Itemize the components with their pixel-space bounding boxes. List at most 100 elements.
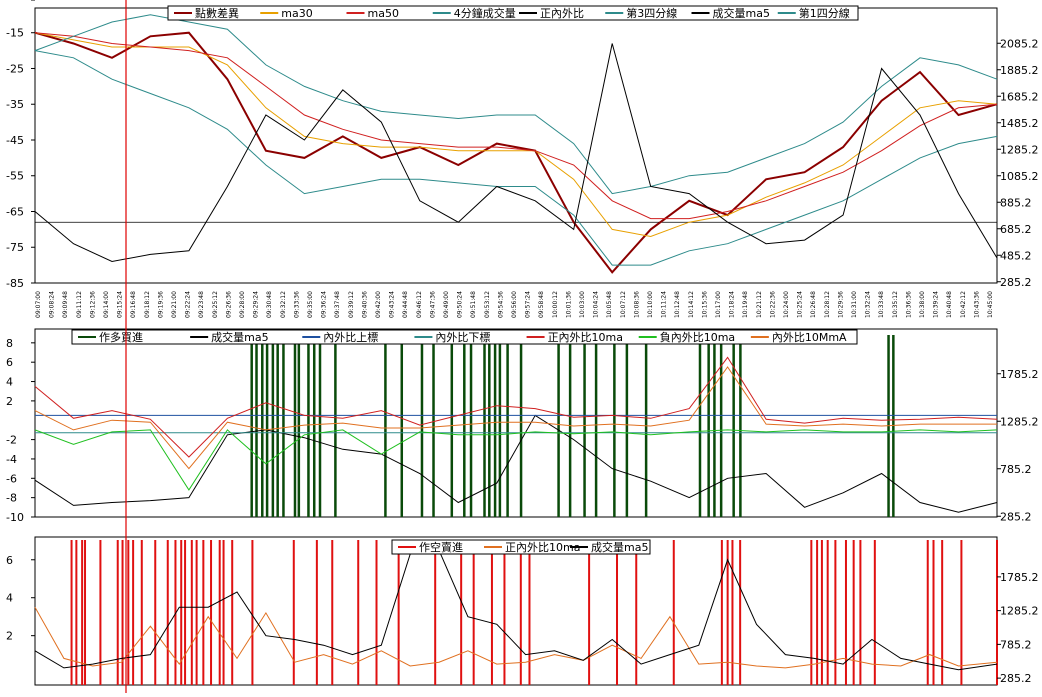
left-tick-label: -: [6, 0, 10, 3]
date-tick-label: 09:54:36: [497, 291, 504, 318]
sell-signal-bar: [960, 540, 963, 685]
date-tick-label: 09:08:24: [49, 291, 56, 318]
date-tick-label: 09:50:24: [457, 291, 464, 318]
date-tick-label: 09:57:24: [525, 291, 532, 318]
right-tick-label: 1685.2: [1000, 90, 1039, 103]
sell-signal-bar: [672, 540, 675, 685]
sell-signal-bar: [941, 540, 944, 685]
right-tick-label: 785.2: [1000, 638, 1032, 651]
date-tick-label: 10:01:36: [565, 291, 572, 318]
sell-signal-bar: [519, 540, 522, 685]
date-tick-label: 09:30:48: [266, 291, 273, 318]
plot-area-short: [34, 536, 998, 686]
buy-signal-bar: [420, 335, 424, 517]
date-tick-label: 09:36:24: [321, 291, 328, 318]
left-tick-label: 2: [6, 630, 13, 643]
date-tick-label: 10:32:24: [865, 291, 872, 318]
date-tick-label: 10:38:00: [919, 291, 926, 318]
buy-signal-bar: [719, 335, 723, 517]
date-tick-label: 10:03:00: [579, 291, 586, 318]
date-tick-label: 09:47:36: [429, 291, 436, 318]
buy-signal-bar: [469, 335, 473, 517]
buy-signal-bar: [400, 335, 404, 517]
date-tick-label: 10:00:12: [552, 291, 559, 318]
date-tick-label: 10:07:12: [620, 291, 627, 318]
buy-signal-bar: [498, 335, 502, 517]
date-tick-label: 09:25:12: [212, 291, 219, 318]
date-tick-label: 10:43:36: [973, 291, 980, 318]
series-line-成交量ma5: [34, 549, 998, 671]
buy-signal-bar: [583, 335, 586, 517]
buy-signal-bar: [625, 335, 629, 517]
date-tick-label: 09:23:48: [198, 291, 205, 318]
buy-signal-bar: [265, 335, 269, 517]
sell-signal-bar: [70, 540, 73, 685]
sell-signal-bar: [331, 540, 334, 685]
buy-signal-bar: [483, 335, 486, 517]
left-tick-label: -8: [6, 492, 17, 505]
date-tick-label: 09:49:00: [443, 291, 450, 318]
date-tick-label: 10:15:36: [701, 291, 708, 318]
left-tick-label: -25: [6, 62, 24, 75]
series-line-第1四分線: [34, 50, 998, 266]
date-tick-label: 09:21:00: [171, 291, 178, 318]
series-line-第3四分線: [34, 14, 998, 195]
buy-signal-bar: [739, 335, 742, 517]
sell-signal-bar: [739, 540, 742, 685]
right-tick-label: 485.2: [1000, 249, 1032, 262]
sell-signal-bar: [503, 540, 506, 685]
buy-signal-bar: [713, 335, 716, 517]
date-tick-label: 09:53:12: [484, 291, 491, 318]
sell-signal-bar: [357, 540, 360, 685]
left-tick-label: -75: [6, 241, 24, 254]
sell-signal-bar: [127, 540, 130, 685]
buy-signal-bar: [493, 335, 497, 517]
right-tick-label: 685.2: [1000, 223, 1032, 236]
left-tick-label: 4: [6, 592, 13, 605]
sell-signal-bar: [180, 540, 183, 685]
right-tick-label: 885.2: [1000, 196, 1032, 209]
date-tick-label: 10:31:00: [851, 291, 858, 318]
date-tick-label: 09:22:24: [185, 291, 192, 318]
legend-box: [71, 329, 858, 345]
series-line-內外比10MmA: [34, 366, 997, 470]
date-tick-label: 09:29:24: [253, 291, 260, 318]
sell-signal-bar: [834, 540, 837, 685]
date-tick-label: 09:19:36: [157, 291, 164, 318]
legend-label: 正內外比10ma: [505, 541, 580, 554]
date-tick-label: 09:39:12: [348, 291, 355, 318]
sell-signal-bar: [397, 540, 400, 685]
plot-area-ratio: [34, 328, 998, 518]
sell-signal-bar: [726, 540, 729, 685]
date-tick-label: 10:17:00: [715, 291, 722, 318]
series-line-負內外比10ma: [34, 429, 998, 491]
sell-signal-bar: [844, 540, 847, 685]
right-tick-label: 1485.2: [1000, 117, 1039, 130]
left-tick-label: -2: [6, 434, 17, 447]
legend-label: ma30: [281, 7, 312, 20]
sell-signal-bar: [816, 540, 819, 685]
date-tick-label: 09:12:36: [89, 291, 96, 318]
right-tick-label: 1785.2: [1000, 571, 1039, 584]
sell-signal-bar: [195, 540, 198, 685]
date-tick-label: 09:09:48: [62, 291, 69, 318]
date-tick-label: 10:35:12: [892, 291, 899, 318]
sell-signal-bar: [873, 540, 876, 685]
left-tick-label: -15: [6, 27, 24, 40]
left-tick-label: -6: [6, 472, 17, 485]
date-tick-label: 10:10:00: [647, 291, 654, 318]
sell-signal-bar: [434, 540, 437, 685]
date-tick-label: 09:51:48: [470, 291, 477, 318]
legend-label: 內外比10MmA: [772, 331, 847, 344]
buy-signal-bar: [519, 335, 523, 517]
buy-signal-bar: [732, 335, 735, 517]
panel-short: 6 4 2 - 1785.2 1285.2 785.2 285.2 作空賣進 正內外比10ma…: [6, 0, 1039, 686]
legend-label: 作多買進: [99, 330, 143, 344]
buy-signal-bar: [276, 335, 279, 517]
date-tick-label: 10:04:24: [593, 291, 600, 318]
date-tick-label: 09:46:12: [416, 291, 423, 318]
right-tick-label: 1885.2: [1000, 64, 1039, 77]
right-tick-label: 285.2: [1000, 276, 1032, 289]
left-tick-label: -: [6, 0, 10, 3]
sell-signal-bar: [121, 540, 124, 685]
